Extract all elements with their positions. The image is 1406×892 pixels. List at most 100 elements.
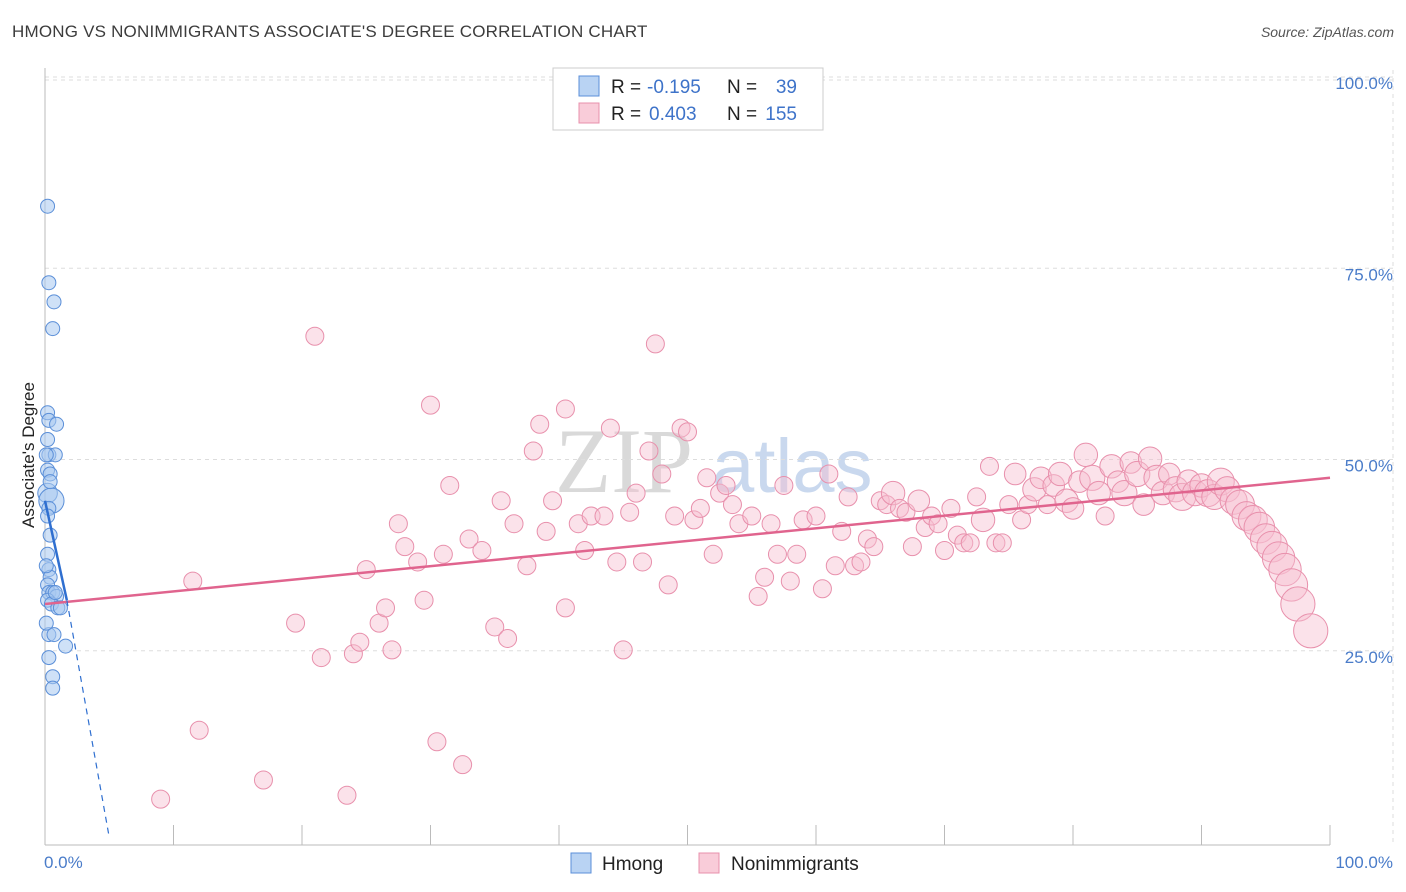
y-tick-labels: 100.0% 75.0% 50.0% 25.0% (1335, 74, 1393, 667)
nonimmigrants-point (857, 529, 877, 549)
nonimmigrants-point (639, 441, 659, 461)
nonimmigrants-point (755, 567, 775, 587)
trend-lines (43, 476, 1331, 838)
nonimmigrants-point (1137, 446, 1163, 471)
nonimmigrants-point (967, 487, 987, 507)
nonimmigrants-point (530, 414, 550, 434)
nonimmigrants-point (1068, 470, 1091, 493)
nonimmigrants-point (427, 732, 447, 752)
nonimmigrants-point (286, 613, 306, 633)
nonimmigrants-point (703, 544, 723, 564)
nonimmigrants-point (626, 483, 646, 503)
nonimmigrants-point (613, 640, 633, 660)
hmong-point (40, 198, 56, 214)
nonimmigrants-point (607, 552, 627, 572)
hmong-point (45, 321, 61, 337)
nonimmigrants-point (1042, 474, 1066, 497)
y-tick-label-2: 50.0% (1345, 457, 1393, 476)
legend-hmong-swatch (578, 75, 600, 97)
nonimmigrants-point (851, 552, 871, 572)
hmong-trend-extension (66, 600, 110, 838)
nonimmigrants-point (1054, 488, 1079, 513)
hmong-point (46, 627, 62, 643)
legend-hmong-n-label: N = (727, 77, 757, 98)
nonimmigrants-point (710, 483, 730, 503)
hmong-point (42, 527, 58, 543)
nonimmigrants-point (189, 720, 209, 740)
nonimmigrants-point (819, 464, 839, 484)
nonimmigrants-point (388, 514, 408, 534)
nonimmigrants-point (305, 326, 325, 346)
nonimmigrants-point (350, 632, 370, 652)
nonimmigrants-point (1124, 460, 1151, 488)
hmong-point (38, 558, 54, 574)
hmong-trend-line (43, 500, 69, 601)
hmong-point (41, 275, 57, 291)
hmong-point (42, 474, 58, 490)
nonimmigrants-point (907, 489, 931, 513)
nonimmigrants-point (697, 468, 717, 488)
chart-title: HMONG VS NONIMMIGRANTS ASSOCIATE'S DEGRE… (12, 22, 648, 41)
nonimmigrants-point (761, 514, 781, 534)
nonimmigrants-point (954, 533, 974, 553)
nonimmigrants-point (543, 491, 563, 511)
nonimmigrants-point (1132, 493, 1155, 516)
bottom-legend-non-swatch (698, 852, 720, 874)
nonimmigrants-point (1073, 442, 1099, 468)
nonimmigrants-point (183, 571, 203, 591)
nonimmigrants-point (902, 537, 922, 557)
watermark-atlas: atlas (712, 424, 873, 509)
hmong-point (47, 585, 63, 601)
nonimmigrants-point (645, 334, 665, 354)
bottom-legend-nonimmigrants: Nonimmigrants (731, 854, 859, 875)
nonimmigrants-point (151, 789, 171, 809)
legend-hmong-n-value: 39 (776, 77, 797, 98)
nonimmigrants-point (600, 418, 620, 438)
nonimmigrants-point (652, 464, 672, 484)
nonimmigrants-point (690, 498, 710, 518)
nonimmigrants-point (421, 395, 440, 415)
nonimmigrants-point (716, 475, 736, 495)
nonimmigrants-point (491, 491, 511, 511)
nonimmigrants-point (633, 552, 653, 572)
legend-non-n-value: 155 (765, 104, 797, 125)
nonimmigrants-point (767, 544, 787, 564)
nonimmigrants-point (1029, 466, 1053, 490)
nonimmigrants-point (1293, 613, 1329, 649)
nonimmigrants-point (935, 540, 954, 560)
y-tick-label-3: 25.0% (1345, 648, 1393, 667)
nonimmigrants-point (928, 514, 948, 534)
nonimmigrants-point (356, 560, 376, 580)
nonimmigrants-point (1243, 511, 1276, 544)
nonimmigrants-point (498, 628, 518, 648)
nonimmigrants-point (812, 579, 832, 599)
y-tick-label-0: 100.0% (1335, 74, 1393, 93)
nonimmigrants-point (780, 571, 800, 591)
nonimmigrants-point (748, 586, 768, 606)
nonimmigrants-point (1022, 477, 1047, 502)
nonimmigrants-point (1280, 586, 1316, 622)
nonimmigrants-point (1095, 506, 1115, 526)
hmong-point (38, 615, 54, 631)
nonimmigrants-point (555, 399, 575, 419)
nonimmigrants-point (382, 640, 402, 660)
nonimmigrants-point (825, 556, 845, 576)
nonimmigrants-point (555, 598, 575, 618)
legend-non-n-label: N = (727, 104, 757, 125)
nonimmigrants-point (1079, 464, 1106, 491)
nonimmigrants-point (970, 507, 996, 533)
hmong-point (45, 680, 61, 696)
nonimmigrants-point (806, 506, 826, 526)
nonimmigrants-point (504, 514, 524, 534)
nonimmigrants-point (960, 533, 980, 553)
nonimmigrants-point (678, 422, 697, 442)
legend-non-swatch (578, 102, 600, 124)
nonimmigrants-point (722, 495, 742, 515)
nonimmigrants-point (433, 544, 453, 564)
nonimmigrants-point (941, 498, 961, 518)
nonimmigrants-point (440, 475, 460, 495)
nonimmigrants-point (774, 475, 794, 495)
nonimmigrants-point (485, 617, 505, 637)
nonimmigrants-point (665, 506, 685, 526)
nonimmigrants-point (1143, 464, 1170, 491)
